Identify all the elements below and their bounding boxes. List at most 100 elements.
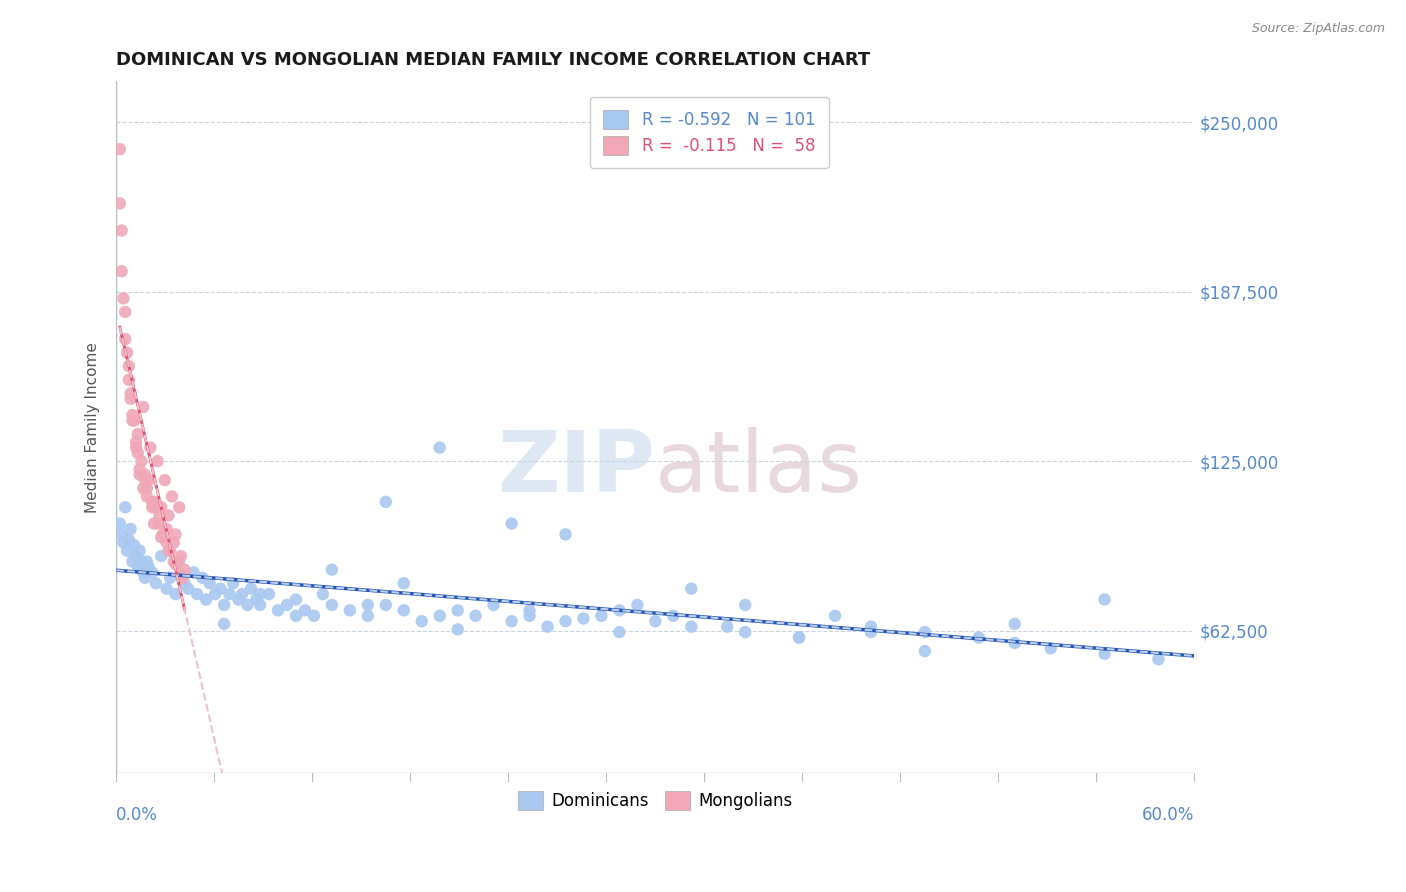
Point [141,500,163,515]
Point [787,631,810,645]
Point [172,571,194,585]
Point [115,345,138,359]
Point [212,616,235,631]
Point [135,481,157,495]
Point [1094,647,1116,661]
Point [127,446,149,460]
Point [159,543,181,558]
Point [183,566,205,580]
Point [112,535,135,549]
Point [392,576,415,591]
Point [519,608,541,623]
Point [1147,652,1170,666]
Point [160,490,183,504]
Point [163,555,186,569]
Point [115,543,138,558]
Point [198,576,221,591]
Point [143,495,166,509]
Point [118,373,141,387]
Point [159,571,181,585]
Point [276,598,298,612]
Point [127,560,149,574]
Point [536,620,558,634]
Point [374,598,396,612]
Point [141,566,163,580]
Point [464,608,486,623]
Point [591,608,613,623]
Point [447,603,470,617]
Point [824,608,846,623]
Point [155,535,177,549]
Point [294,603,316,617]
Point [284,592,307,607]
Point [284,608,307,623]
Text: 60.0%: 60.0% [1142,805,1195,823]
Point [121,413,143,427]
Point [249,598,271,612]
Point [108,516,131,531]
Point [120,522,142,536]
Point [146,454,169,468]
Point [374,495,396,509]
Point [177,582,200,596]
Point [170,568,193,582]
Point [236,598,259,612]
Point [163,535,186,549]
Point [914,625,936,640]
Point [132,400,155,414]
Point [111,527,134,541]
Point [572,611,595,625]
Point [321,563,343,577]
Point [165,587,187,601]
Point [644,614,666,628]
Point [145,576,167,591]
Point [554,614,576,628]
Point [128,467,150,482]
Point [120,386,142,401]
Point [519,603,541,617]
Point [626,598,648,612]
Point [312,587,335,601]
Point [112,292,135,306]
Point [302,608,325,623]
Point [186,587,208,601]
Point [681,620,703,634]
Point [145,500,167,515]
Point [122,538,145,552]
Point [127,427,149,442]
Point [128,543,150,558]
Point [429,608,451,623]
Point [114,305,136,319]
Point [148,516,170,531]
Point [173,576,195,591]
Point [165,527,187,541]
Point [167,555,190,569]
Legend: Dominicans, Mongolians: Dominicans, Mongolians [512,784,800,817]
Point [734,598,756,612]
Point [195,592,218,607]
Point [134,473,156,487]
Point [111,264,134,278]
Text: atlas: atlas [655,427,863,510]
Point [357,608,380,623]
Point [139,441,162,455]
Point [218,587,240,601]
Point [554,527,576,541]
Point [681,582,703,596]
Point [157,508,180,523]
Text: ZIP: ZIP [498,427,655,510]
Point [339,603,361,617]
Point [501,614,523,628]
Point [609,625,631,640]
Point [1004,636,1026,650]
Text: DOMINICAN VS MONGOLIAN MEDIAN FAMILY INCOME CORRELATION CHART: DOMINICAN VS MONGOLIAN MEDIAN FAMILY INC… [117,51,870,69]
Point [114,332,136,346]
Point [128,462,150,476]
Point [859,620,882,634]
Point [501,516,523,531]
Point [131,555,153,569]
Point [120,392,142,406]
Point [132,481,155,495]
Text: 0.0%: 0.0% [117,805,157,823]
Point [609,603,631,617]
